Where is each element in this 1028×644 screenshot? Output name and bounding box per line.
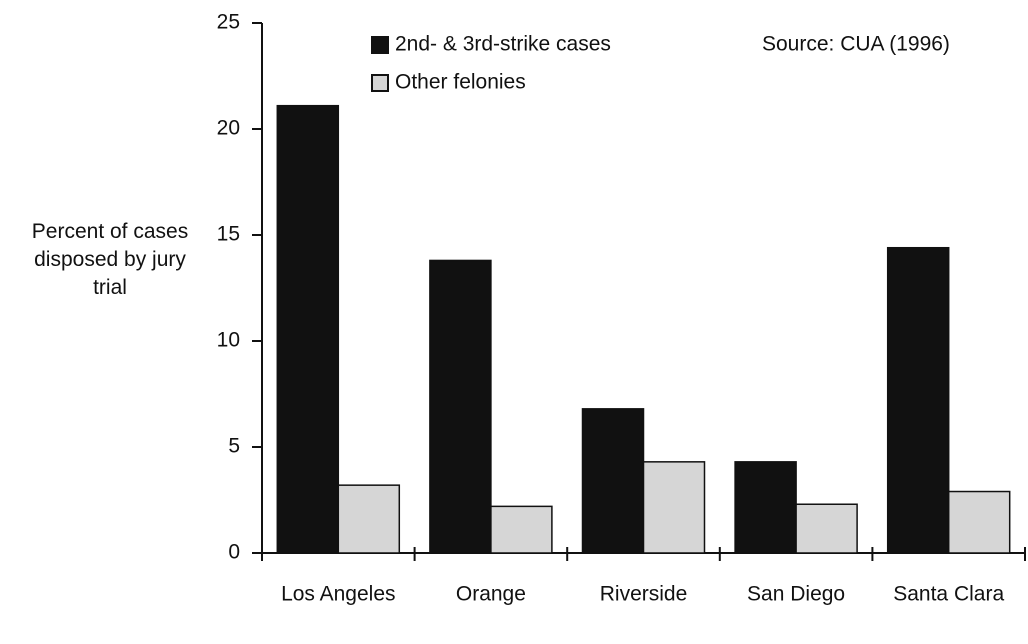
bar: [642, 461, 706, 554]
legend-swatch: [371, 74, 389, 92]
x-tick-label: Riverside: [600, 583, 688, 606]
x-tick-label: Orange: [456, 583, 526, 606]
bar: [276, 104, 340, 554]
x-tick-label: Los Angeles: [281, 583, 395, 606]
x-tick-label: San Diego: [747, 583, 845, 606]
y-tick-label: 5: [228, 435, 240, 458]
source-note: Source: CUA (1996): [762, 33, 950, 56]
bar: [429, 259, 492, 554]
legend-label: 2nd- & 3rd-strike cases: [395, 33, 611, 56]
bar: [337, 484, 401, 554]
bar: [581, 408, 645, 554]
y-tick-label: 15: [217, 223, 240, 246]
y-tick-label: 20: [217, 117, 240, 140]
y-tick-label: 10: [217, 329, 240, 352]
y-tick-label: 25: [217, 11, 240, 34]
bar: [795, 503, 858, 554]
y-tick-label: 0: [228, 541, 240, 564]
bar: [947, 490, 1011, 554]
legend-swatch: [371, 36, 389, 54]
bar: [886, 246, 950, 554]
legend-label: Other felonies: [395, 71, 526, 94]
bar: [490, 505, 553, 554]
y-axis-label: Percent of cases disposed by jury trial: [31, 220, 189, 299]
bar: [734, 461, 797, 554]
x-tick-label: Santa Clara: [893, 583, 1004, 606]
